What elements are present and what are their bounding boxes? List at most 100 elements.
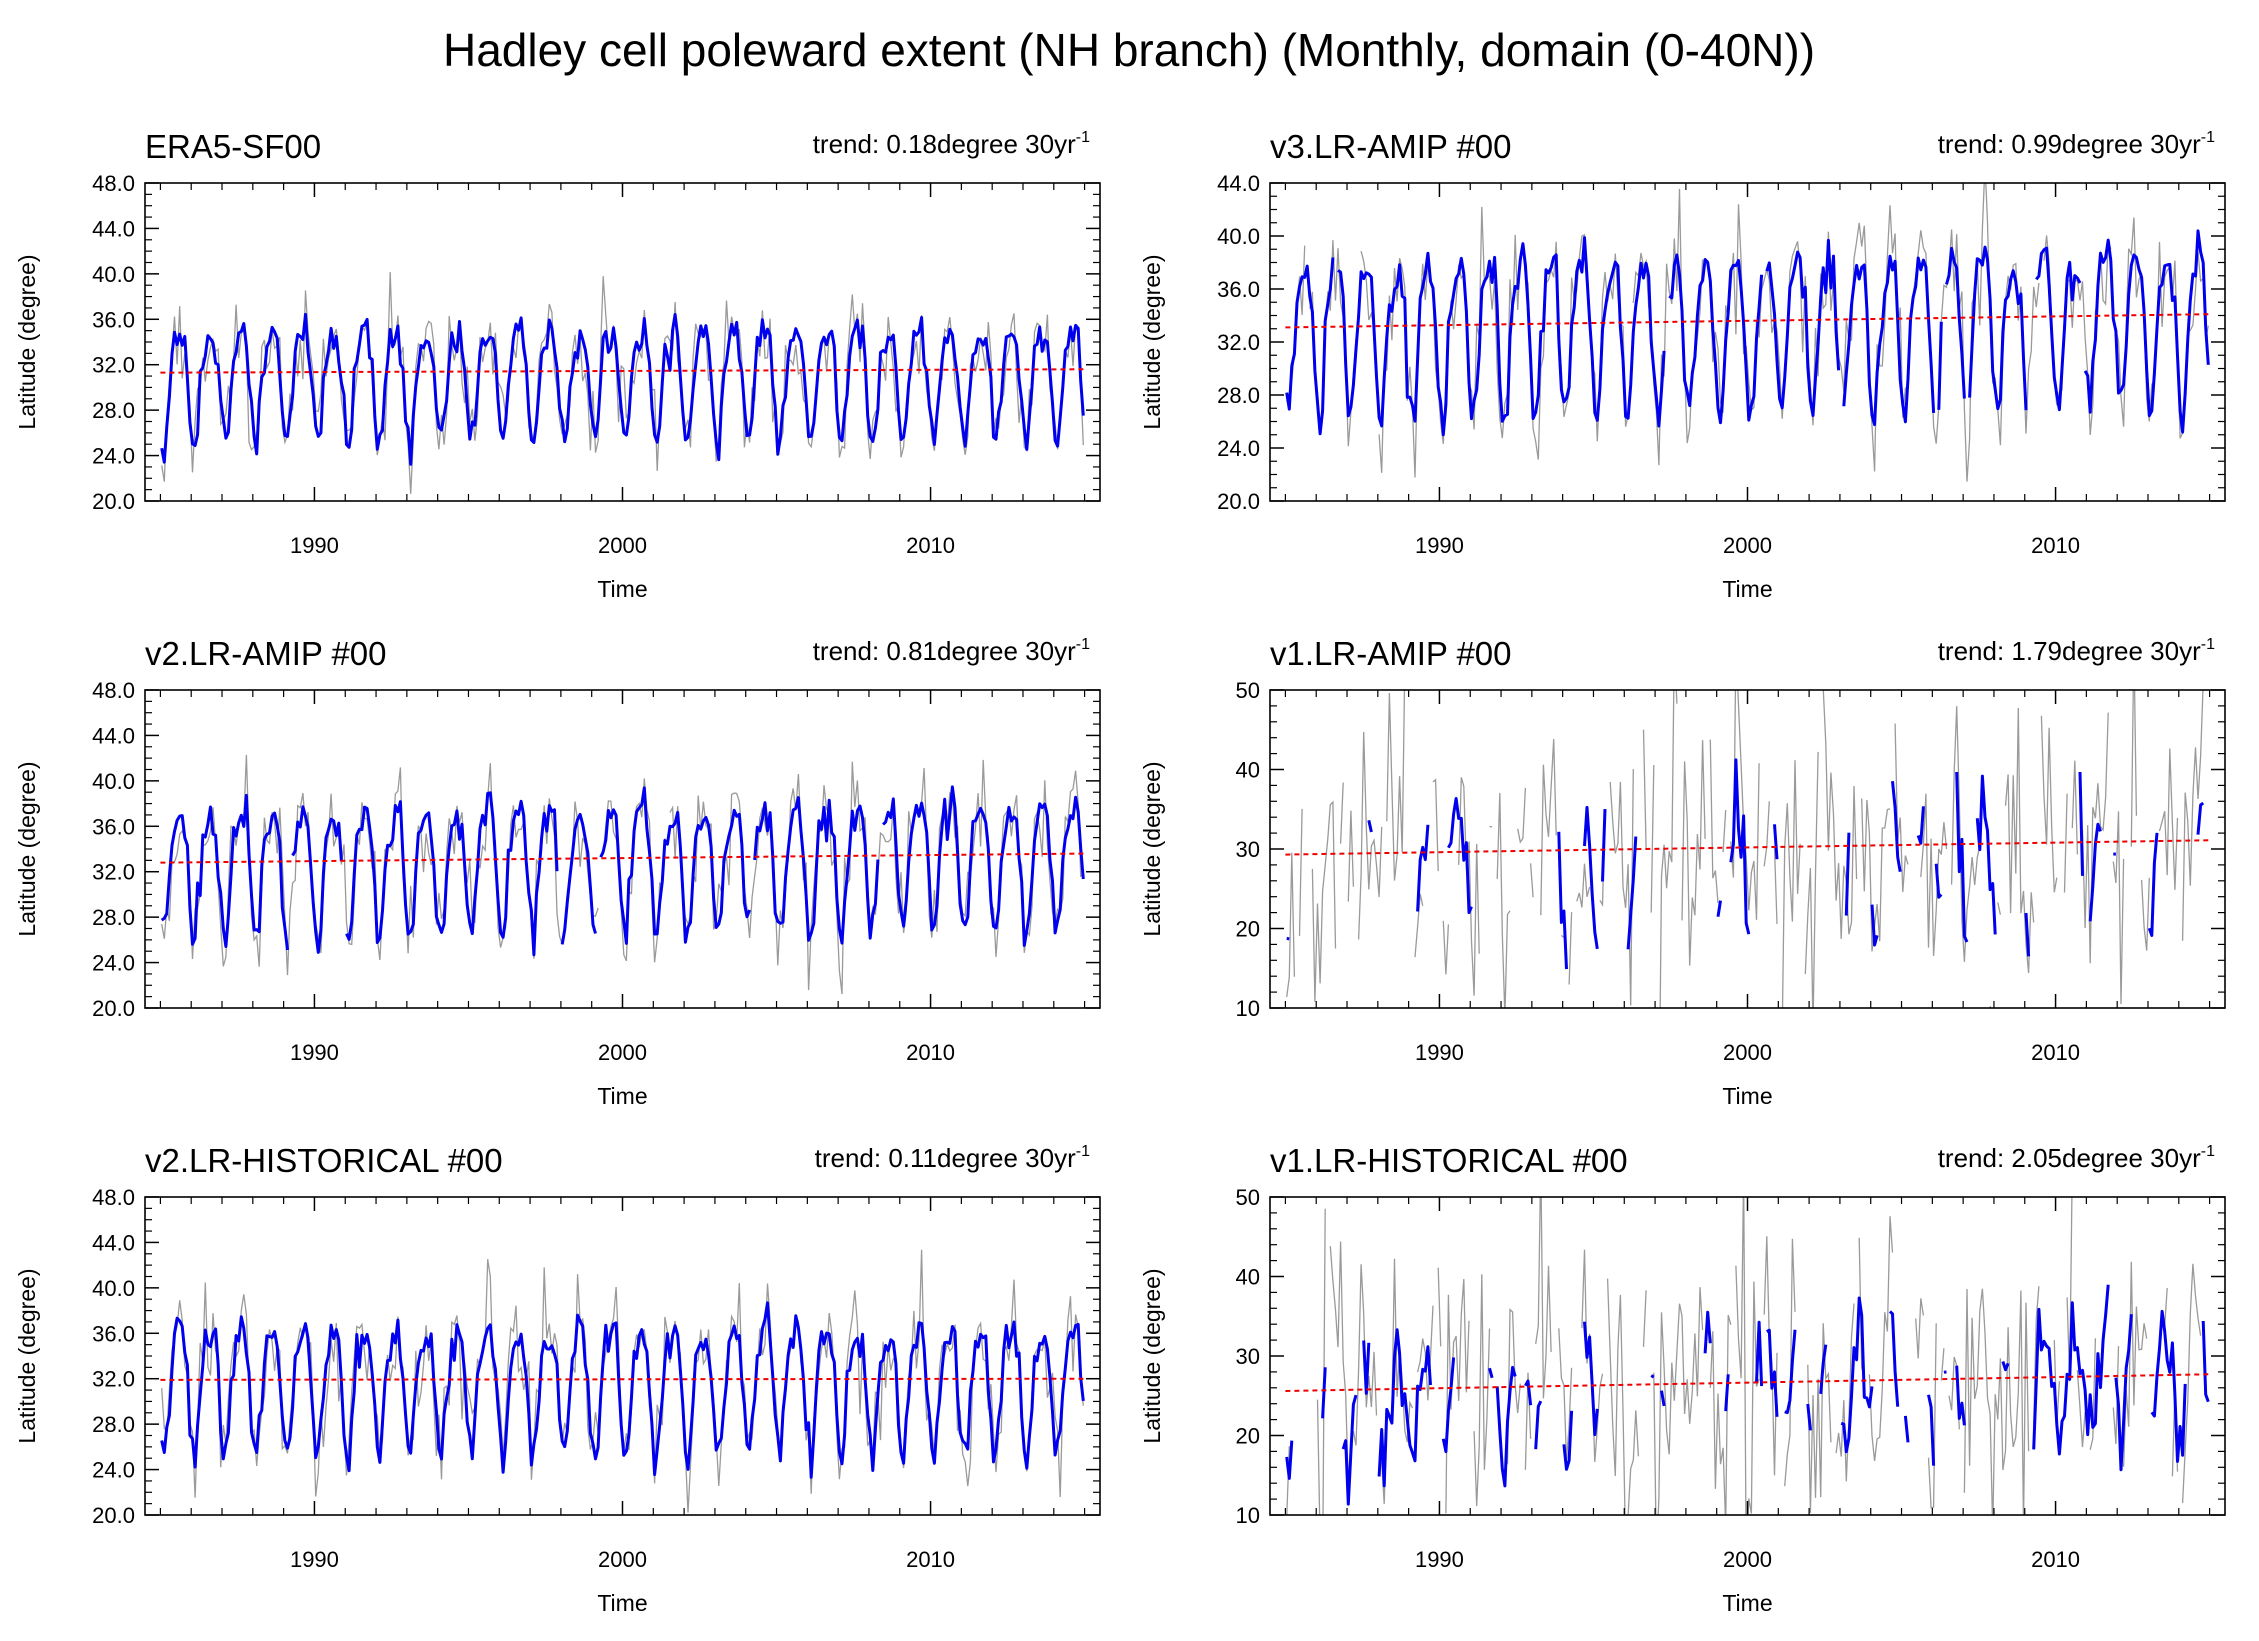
x-tick-label: 2000 xyxy=(598,533,647,558)
panels-container: ERA5-SF00 trend: 0.18degree 30yr-1 Time Lat… xyxy=(14,128,2226,1616)
y-tick-label: 36.0 xyxy=(92,1321,135,1346)
panel-6: v1.LR-HISTORICAL #00 trend: 2.05degree 30… xyxy=(1139,1142,2226,1616)
y-tick-label: 20.0 xyxy=(1217,489,1260,514)
x-tick-label: 1990 xyxy=(290,1040,339,1065)
series-smoothed-line xyxy=(160,312,1085,466)
y-tick-label: 44.0 xyxy=(1217,171,1260,196)
trend-label: trend: 0.18degree 30yr-1 xyxy=(813,129,1090,159)
y-tick-label: 24.0 xyxy=(92,444,135,469)
y-tick-label: 28.0 xyxy=(1217,383,1260,408)
y-axis-label: Latitude (degree) xyxy=(14,254,40,429)
trend-label: trend: 0.81degree 30yr-1 xyxy=(813,636,1090,666)
x-tick-label: 2010 xyxy=(906,1040,955,1065)
panel-title: v2.LR-AMIP #00 xyxy=(145,635,387,672)
y-tick-label: 24.0 xyxy=(1217,436,1260,461)
series-smoothed-line xyxy=(160,1301,1085,1479)
y-tick-label: 48.0 xyxy=(92,1185,135,1210)
panel-4: v1.LR-AMIP #00 trend: 1.79degree 30yr-1 Ti… xyxy=(1139,635,2226,1109)
x-axis-label: Time xyxy=(1722,1590,1772,1616)
x-tick-label: 2010 xyxy=(906,1547,955,1572)
trend-line xyxy=(160,1377,1085,1381)
trend-line xyxy=(1285,1373,2210,1392)
x-tick-label: 2010 xyxy=(2031,533,2080,558)
y-tick-label: 30 xyxy=(1236,1344,1260,1369)
y-tick-label: 28.0 xyxy=(92,1412,135,1437)
x-tick-label: 2000 xyxy=(1723,1547,1772,1572)
plot-area xyxy=(160,272,1085,494)
plot-area xyxy=(1285,1156,2210,1575)
series-smoothed-line xyxy=(160,785,1085,957)
y-tick-label: 40.0 xyxy=(92,262,135,287)
x-tick-label: 2000 xyxy=(1723,533,1772,558)
x-tick-label: 2000 xyxy=(598,1547,647,1572)
panel-3: v2.LR-AMIP #00 trend: 0.81degree 30yr-1 Ti… xyxy=(14,635,1101,1109)
series-monthly-line xyxy=(161,754,1084,995)
y-tick-label: 32.0 xyxy=(92,1367,135,1392)
y-tick-label: 44.0 xyxy=(92,216,135,241)
y-tick-label: 36.0 xyxy=(92,814,135,839)
y-tick-label: 50 xyxy=(1236,1185,1260,1210)
series-smoothed-line xyxy=(1286,758,2205,970)
trend-label: trend: 0.99degree 30yr-1 xyxy=(1938,129,2215,159)
plot-area xyxy=(160,754,1085,995)
x-axis-label: Time xyxy=(597,576,647,602)
plot-frame xyxy=(1269,1196,2226,1516)
y-tick-label: 28.0 xyxy=(92,398,135,423)
trend-line xyxy=(1285,839,2210,856)
panel-title: v1.LR-HISTORICAL #00 xyxy=(1270,1142,1628,1179)
trend-line xyxy=(1285,313,2210,329)
y-tick-label: 40 xyxy=(1236,758,1260,783)
trend-label: trend: 1.79degree 30yr-1 xyxy=(1938,636,2215,666)
y-tick-label: 40.0 xyxy=(92,769,135,794)
x-axis-label: Time xyxy=(597,1590,647,1616)
y-tick-label: 40.0 xyxy=(1217,224,1260,249)
x-tick-label: 2000 xyxy=(598,1040,647,1065)
series-smoothed-line xyxy=(1285,229,2210,437)
plot-area xyxy=(1285,183,2210,482)
x-tick-label: 1990 xyxy=(1415,1547,1464,1572)
y-axis-label: Latitude (degree) xyxy=(1139,761,1165,936)
y-tick-label: 50 xyxy=(1236,678,1260,703)
plot-area xyxy=(1285,690,2210,1008)
y-tick-label: 20.0 xyxy=(92,996,135,1021)
y-tick-label: 44.0 xyxy=(92,1230,135,1255)
y-tick-label: 20 xyxy=(1236,1424,1260,1449)
x-axis-label: Time xyxy=(1722,576,1772,602)
series-monthly-line xyxy=(161,1249,1084,1513)
trend-label: trend: 2.05degree 30yr-1 xyxy=(1938,1143,2215,1173)
x-tick-label: 2000 xyxy=(1723,1040,1772,1065)
y-tick-label: 28.0 xyxy=(92,905,135,930)
trend-line xyxy=(160,368,1085,374)
y-tick-label: 10 xyxy=(1236,1503,1260,1528)
series-smoothed-line xyxy=(1285,1284,2210,1506)
series-monthly-line xyxy=(1286,183,2209,482)
y-tick-label: 30 xyxy=(1236,837,1260,862)
panel-title: v1.LR-AMIP #00 xyxy=(1270,635,1512,672)
panel-5: v2.LR-HISTORICAL #00 trend: 0.11degree 30… xyxy=(14,1142,1101,1616)
y-tick-label: 44.0 xyxy=(92,723,135,748)
panel-title: v2.LR-HISTORICAL #00 xyxy=(145,1142,503,1179)
y-tick-label: 40.0 xyxy=(92,1276,135,1301)
x-tick-label: 1990 xyxy=(1415,1040,1464,1065)
y-tick-label: 40 xyxy=(1236,1265,1260,1290)
panel-1: ERA5-SF00 trend: 0.18degree 30yr-1 Time Lat… xyxy=(14,128,1101,602)
plot-frame xyxy=(144,182,1101,502)
y-tick-label: 10 xyxy=(1236,996,1260,1021)
x-tick-label: 2010 xyxy=(906,533,955,558)
trend-label: trend: 0.11degree 30yr-1 xyxy=(815,1143,1090,1173)
y-tick-label: 24.0 xyxy=(92,951,135,976)
panel-title: v3.LR-AMIP #00 xyxy=(1270,128,1512,165)
figure-title: Hadley cell poleward extent (NH branch) … xyxy=(443,24,1815,76)
x-axis-label: Time xyxy=(1722,1083,1772,1109)
y-axis-label: Latitude (degree) xyxy=(1139,254,1165,429)
y-tick-label: 20.0 xyxy=(92,1503,135,1528)
x-tick-label: 2010 xyxy=(2031,1040,2080,1065)
panel-title: ERA5-SF00 xyxy=(145,128,321,165)
y-axis-label: Latitude (degree) xyxy=(1139,1268,1165,1443)
y-tick-label: 32.0 xyxy=(92,860,135,885)
y-tick-label: 20.0 xyxy=(92,489,135,514)
y-tick-label: 36.0 xyxy=(1217,277,1260,302)
panel-2: v3.LR-AMIP #00 trend: 0.99degree 30yr-1 Ti… xyxy=(1139,128,2226,602)
y-tick-label: 32.0 xyxy=(1217,330,1260,355)
